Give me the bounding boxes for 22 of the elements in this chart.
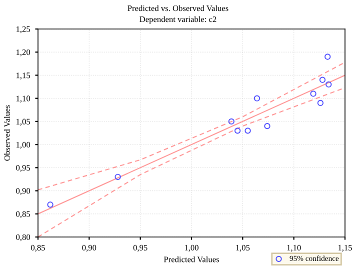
x-tick-label: 0,90 (82, 244, 96, 252)
x-axis-title: Predicted Values (164, 256, 220, 262)
chart-subtitle: Dependent variable: c2 (140, 16, 216, 24)
y-axis-title: Observed Values (4, 105, 10, 161)
line-series (38, 62, 345, 190)
y-tick-label: 1,20 (16, 49, 30, 56)
y-tick-label: 1,25 (16, 26, 30, 34)
x-tick-label: 0,95 (133, 244, 148, 252)
x-tick-label: 0,85 (31, 244, 45, 252)
y-tick-label: 0,85 (16, 211, 30, 218)
y-tick-label: 0,95 (16, 165, 30, 172)
y-tick-label: 0,80 (16, 234, 30, 242)
y-tick-label: 1,00 (16, 142, 30, 149)
y-tick-label: 1,10 (16, 96, 30, 103)
x-tick-label: 1,00 (184, 244, 198, 252)
y-tick-label: 1,15 (16, 72, 30, 80)
y-tick-label: 1,05 (16, 118, 30, 126)
x-tick-label: 1,10 (287, 244, 301, 252)
x-tick-label: 1,05 (236, 244, 250, 252)
x-tick-label: 1,15 (338, 244, 352, 252)
y-tick-label: 0,90 (16, 188, 30, 195)
chart-title: Predicted vs. Observed Values (128, 5, 228, 12)
